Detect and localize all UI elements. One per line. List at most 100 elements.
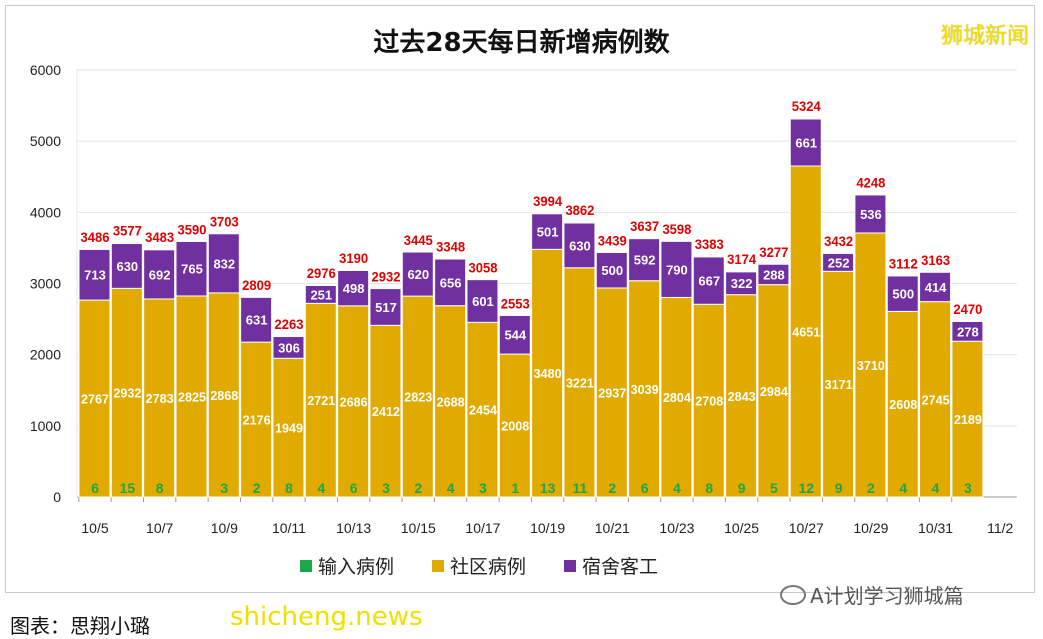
label-dormitory: 790 [666,262,688,277]
label-dormitory: 536 [860,207,882,222]
watermark-bottom: shicheng.news [230,602,423,632]
bar-community [240,341,273,498]
x-tick-label: 10/7 [146,520,173,536]
x-tick-label: 10/13 [336,520,371,536]
bar-community [854,232,887,498]
y-tick-label: 1000 [30,418,61,434]
label-total: 3383 [695,236,724,252]
bar-dormitory [563,222,596,269]
legend-swatch-community [432,559,445,572]
label-total: 2976 [307,265,336,281]
label-dormitory: 592 [634,253,656,268]
bar-imported [272,335,305,338]
label-total: 3432 [824,233,853,249]
legend-label: 社区病例 [450,556,527,578]
label-community: 2708 [695,394,723,409]
bar-imported [143,248,176,251]
bar-community [789,165,822,498]
label-dormitory: 544 [504,328,526,343]
label-total: 3190 [339,250,368,266]
label-total: 3483 [145,229,174,245]
y-tick-label: 3000 [30,276,61,292]
label-total: 2809 [242,277,271,293]
bar-dormitory [498,314,531,355]
legend-community: 社区病例 [432,552,526,579]
bar-imported [725,270,758,273]
label-community: 2932 [113,386,141,401]
label-dormitory: 498 [343,281,365,296]
label-dormitory: 252 [828,255,850,270]
label-total: 2932 [371,268,400,284]
label-imported: 2 [608,480,616,496]
bar-imported [789,117,822,120]
label-dormitory: 631 [246,313,268,328]
bar-dormitory [401,251,434,297]
label-imported: 3 [479,480,487,496]
label-community: 3480 [534,366,562,381]
bar-dormitory [886,275,919,312]
bar-community [466,321,499,498]
label-total: 3577 [113,222,142,238]
bar-community [110,287,143,498]
bar-community [498,353,531,498]
label-total: 3445 [404,232,433,248]
bar-community [886,310,919,498]
bar-dormitory [240,296,273,343]
bar-dormitory [789,118,822,167]
label-dormitory: 414 [925,280,947,295]
bar-dormitory [175,241,208,297]
label-imported: 6 [350,480,358,496]
label-dormitory: 765 [181,262,203,277]
label-imported: 6 [91,480,99,496]
watermark-top: 狮城新闻 [940,24,1029,49]
label-community: 2189 [954,412,982,427]
label-community: 3171 [825,377,853,392]
label-community: 2176 [243,413,271,428]
x-tick-label: 10/17 [465,520,500,536]
label-total: 3174 [727,251,756,267]
x-tick-label: 10/23 [659,520,694,536]
label-imported: 9 [738,480,746,496]
label-dormitory: 251 [310,287,332,302]
label-imported: 4 [317,480,325,496]
label-total: 3703 [210,213,239,229]
label-community: 2454 [469,403,498,418]
bar-community [304,302,337,498]
x-tick-label: 10/29 [853,520,888,536]
x-tick-label: 10/25 [724,520,759,536]
label-imported: 2 [414,480,422,496]
y-tick-label: 0 [53,489,61,505]
bar-dormitory [434,258,467,307]
bar-community [919,301,952,498]
label-dormitory: 656 [440,275,462,290]
wechat-icon [780,584,806,605]
bar-imported [822,252,855,254]
bar-community [563,267,596,498]
bar-imported [692,255,725,258]
bar-imported [563,221,596,224]
bar-dormitory [337,269,370,307]
label-community: 2688 [437,394,465,409]
label-imported: 3 [220,480,228,496]
label-total: 3994 [533,193,562,209]
label-dormitory: 630 [116,259,138,274]
legend-label: 宿舍客工 [582,556,659,578]
legend-label: 输入病例 [318,556,395,578]
chart-frame [5,5,1035,593]
label-dormitory: 832 [213,256,235,271]
label-community: 2823 [404,390,432,405]
label-total: 3862 [565,202,594,218]
label-community: 2767 [81,392,109,407]
x-tick-label: 10/31 [918,520,953,536]
label-community: 2984 [760,384,789,399]
bar-community [143,298,176,498]
label-imported: 4 [899,480,907,496]
label-dormitory: 306 [278,340,300,355]
y-tick-label: 2000 [30,347,61,363]
label-imported: 11 [573,480,588,496]
label-community: 3221 [566,375,594,390]
x-tick-label: 10/21 [595,520,630,536]
bar-community [595,287,628,498]
label-imported: 12 [798,480,814,496]
label-imported: 3 [964,480,972,496]
